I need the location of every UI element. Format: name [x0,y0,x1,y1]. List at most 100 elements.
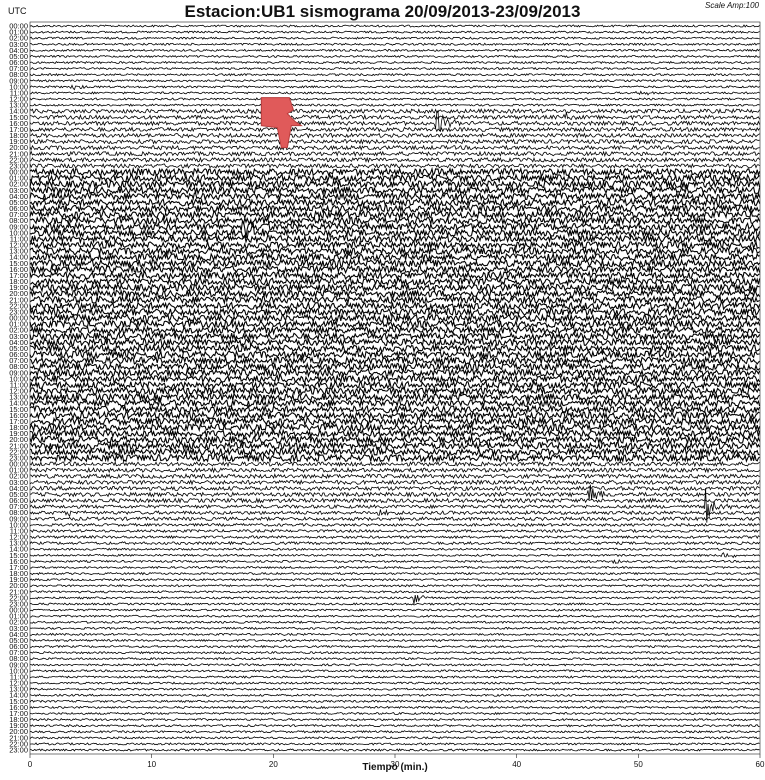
x-tick-label: 10 [147,760,156,769]
hour-label: 18:00 [9,277,28,286]
seismic-trace [29,391,760,403]
hour-label: 18:00 [9,423,28,432]
hour-label: 14:00 [9,545,28,554]
seismic-trace [29,403,761,415]
hour-label: 10:00 [9,374,28,383]
hour-label: 06:00 [9,642,28,651]
hour-label: 06:00 [9,350,28,359]
seismic-trace [29,239,760,251]
seismic-trace [29,522,760,528]
hour-label: 09:00 [9,222,28,231]
seismic-trace [29,172,760,184]
seismic-trace [29,452,760,464]
hour-label: 08:00 [9,362,28,371]
hour-label: 09:00 [9,76,28,85]
hour-label: 02:00 [9,618,28,627]
seismic-trace [29,446,760,458]
seismic-trace [29,440,761,452]
hour-label: 12:00 [9,95,28,104]
seismic-trace [29,590,760,594]
seismic-trace [29,460,760,468]
seismic-trace [29,552,760,559]
pointing-hand-icon [260,97,303,149]
seismic-trace [29,257,761,269]
hour-label: 02:00 [9,34,28,43]
hour-label: 11:00 [10,672,28,681]
seismic-trace [29,705,760,710]
seismic-trace [29,48,760,52]
seismic-trace [29,410,760,421]
hour-label: 00:00 [9,168,28,177]
hour-label: 07:00 [9,502,28,511]
seismic-trace [29,150,760,158]
seismic-trace [29,66,760,71]
seismic-trace [29,558,760,564]
hour-label: 15:00 [9,113,28,122]
hour-label: 04:00 [9,338,28,347]
seismic-trace [29,602,760,606]
seismic-trace [29,748,760,752]
seismic-trace [29,318,761,330]
x-axis-title: Tiempo (min.) [362,762,427,773]
seismic-trace [29,466,760,474]
hour-label: 07:00 [9,356,28,365]
hour-label: 23:00 [9,599,28,608]
seismic-trace [29,355,760,366]
hour-label: 12:00 [9,241,28,250]
seismic-trace [29,337,761,348]
hour-label: 12:00 [9,533,28,542]
seismic-trace [29,270,760,281]
seismic-trace [29,742,760,746]
seismic-trace [29,42,760,46]
seismic-trace [29,90,760,96]
seismic-trace [29,717,760,722]
hour-label: 03:00 [9,40,28,49]
hour-label: 03:00 [9,624,28,633]
seismic-trace [29,397,761,409]
seismic-trace [29,217,760,238]
seismic-trace [29,528,760,534]
hour-label: 16:00 [9,119,28,128]
hour-label: 23:00 [9,307,28,316]
hour-label: 22:00 [9,739,28,748]
hour-label: 04:00 [9,630,28,639]
hour-label: 10:00 [9,82,28,91]
seismic-trace [29,288,761,299]
seismic-trace [29,516,760,522]
hour-label: 10:00 [9,666,28,675]
hour-label: 00:00 [9,314,28,323]
seismic-trace [29,723,760,728]
hour-label: 09:00 [9,660,28,669]
seismic-trace [29,479,760,486]
hour-label: 01:00 [9,28,28,37]
hour-label: 11:00 [10,88,28,97]
x-tick-label: 30 [391,760,400,769]
seismic-trace [29,484,760,500]
seismic-trace [29,577,760,582]
hour-label: 06:00 [9,204,28,213]
hour-label: 22:00 [9,593,28,602]
hour-label: 22:00 [9,155,28,164]
hour-label: 08:00 [9,70,28,79]
hour-label: 16:00 [9,411,28,420]
hour-label: 10:00 [9,228,28,237]
hour-label: 20:00 [9,289,28,298]
hour-label: 15:00 [9,551,28,560]
seismic-trace [29,191,761,202]
seismic-trace [29,663,760,667]
hour-label: 17:00 [9,563,28,572]
seismic-trace [29,385,761,397]
seismic-trace [29,203,761,214]
hour-label: 01:00 [9,612,28,621]
hour-label: 17:00 [9,709,28,718]
seismic-trace [29,103,760,107]
hour-label: 22:00 [9,447,28,456]
hour-label: 13:00 [9,101,28,110]
x-tick-label: 20 [269,760,278,769]
hour-label: 08:00 [9,508,28,517]
seismic-trace [29,132,760,139]
seismic-trace [29,534,760,540]
seismic-trace [29,669,760,673]
hour-label: 03:00 [9,186,28,195]
x-tick-label: 40 [512,760,521,769]
